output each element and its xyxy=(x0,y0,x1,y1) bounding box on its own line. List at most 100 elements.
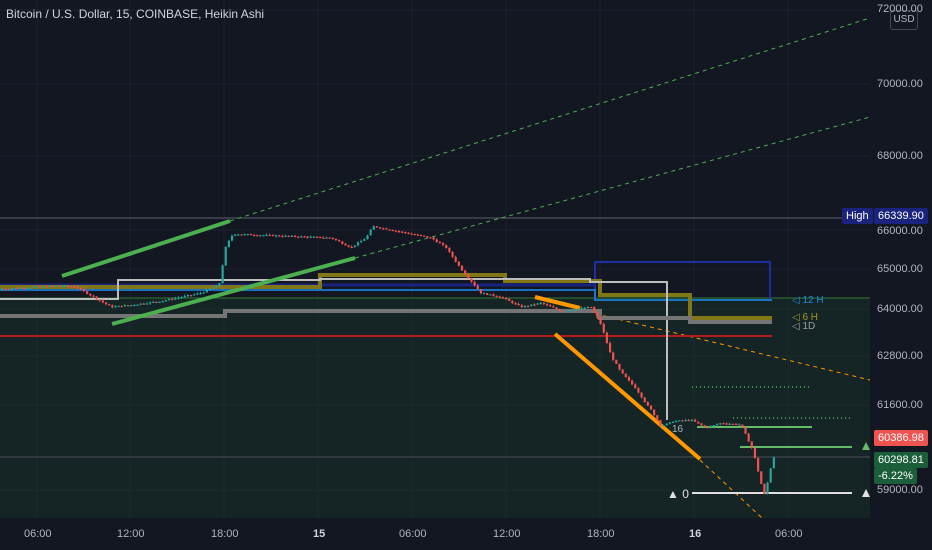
candle-body-187 xyxy=(590,306,593,309)
candle-body-157 xyxy=(495,295,498,298)
candle-body-178 xyxy=(561,310,564,313)
level-gray-light xyxy=(0,278,668,420)
candle-body-51 xyxy=(161,300,164,303)
candle-body-141 xyxy=(445,245,448,249)
candle-body-114 xyxy=(360,240,363,243)
candle-body-71 xyxy=(224,247,227,266)
x-tick-1800: 18:00 xyxy=(211,528,239,540)
candle-body-74 xyxy=(234,234,237,236)
candle-body-21 xyxy=(67,285,70,287)
candle-body-54 xyxy=(171,298,174,301)
candle-body-86 xyxy=(271,234,275,237)
candle-body-112 xyxy=(353,245,356,247)
candle-body-229 xyxy=(722,423,725,425)
candle-body-218 xyxy=(687,419,690,422)
candle-body-64 xyxy=(202,292,205,294)
candle-body-127 xyxy=(401,231,404,233)
candle-body-60 xyxy=(190,295,193,297)
support-zone xyxy=(0,298,870,518)
candle-body-177 xyxy=(558,309,561,311)
candle-body-226 xyxy=(712,425,716,427)
candle-body-193 xyxy=(608,342,612,353)
candle-body-220 xyxy=(694,419,697,422)
candle-body-124 xyxy=(391,229,394,232)
candle-body-12 xyxy=(38,286,41,288)
current-change-badge: -6.22% xyxy=(874,468,917,484)
candle-body-20 xyxy=(64,285,67,287)
green-trendline-bottom xyxy=(111,256,356,326)
y-tick-66000: 66000.00 xyxy=(877,225,923,237)
candle-body-209 xyxy=(659,420,662,426)
candle-body-95 xyxy=(300,236,303,238)
candle-body-140 xyxy=(442,243,445,246)
orange-trendline-top xyxy=(534,295,581,310)
candle-body-62 xyxy=(196,293,199,295)
candle-body-50 xyxy=(158,301,161,303)
candle-body-52 xyxy=(164,300,167,302)
high-value-badge: 66339.90 xyxy=(874,208,928,224)
candle-body-131 xyxy=(413,234,416,236)
candle-body-171 xyxy=(539,302,542,305)
candle-body-210 xyxy=(662,425,665,427)
candle-body-134 xyxy=(423,235,426,237)
candle-body-75 xyxy=(237,234,240,236)
candle-body-123 xyxy=(388,229,391,231)
candle-body-111 xyxy=(350,246,353,249)
candle-body-240 xyxy=(757,458,760,472)
candle-body-19 xyxy=(60,285,64,288)
candle-body-4 xyxy=(13,288,16,290)
candle-body-40 xyxy=(127,305,130,307)
candle-body-151 xyxy=(476,285,479,290)
candle-body-23 xyxy=(73,286,76,288)
candle-body-119 xyxy=(375,226,379,228)
candle-body-25 xyxy=(79,288,82,290)
candle-body-81 xyxy=(256,235,259,237)
candle-body-1 xyxy=(4,288,7,291)
y-tick-64000: 64000.00 xyxy=(877,303,923,315)
candle-body-121 xyxy=(382,228,385,230)
candle-body-104 xyxy=(328,237,331,239)
level-teal xyxy=(0,289,772,301)
candle-body-191 xyxy=(602,323,605,333)
candle-body-27 xyxy=(86,291,89,294)
candle-body-238 xyxy=(750,441,753,448)
candlestick-series xyxy=(1,225,775,495)
candle-body-183 xyxy=(577,308,580,310)
candle-body-2 xyxy=(7,289,10,291)
candle-body-37 xyxy=(117,305,120,308)
candle-body-235 xyxy=(741,424,744,427)
x-tick-1800b: 18:00 xyxy=(587,528,615,540)
orange-trendline-bottom xyxy=(553,332,702,461)
x-tick-day16: 16 xyxy=(689,528,702,540)
candle-body-142 xyxy=(448,248,451,252)
candle-body-146 xyxy=(460,265,464,271)
candle-body-14 xyxy=(45,286,48,288)
candle-body-233 xyxy=(734,423,738,426)
candle-body-7 xyxy=(23,287,26,290)
chart-title: Bitcoin / U.S. Dollar, 15, COINBASE, Hei… xyxy=(6,7,265,21)
candle-body-42 xyxy=(133,304,136,307)
candle-body-117 xyxy=(369,229,372,236)
tf-6h-tag: ◁ 6 H xyxy=(792,312,819,323)
candle-body-108 xyxy=(341,241,344,244)
orange-projection-lower xyxy=(699,459,763,519)
currency-button[interactable]: USD xyxy=(890,10,918,30)
candle-body-3 xyxy=(10,288,13,290)
candle-body-106 xyxy=(334,238,338,241)
candle-body-150 xyxy=(473,281,476,286)
candle-body-11 xyxy=(35,286,38,288)
candle-body-107 xyxy=(338,240,341,242)
candle-body-99 xyxy=(312,236,316,238)
candle-body-55 xyxy=(174,298,177,300)
candle-body-170 xyxy=(536,303,539,305)
candle-body-101 xyxy=(319,236,322,238)
candle-body-154 xyxy=(486,293,489,295)
candle-body-41 xyxy=(130,304,133,307)
y-tick-70000: 70000.00 xyxy=(877,78,923,90)
candle-body-87 xyxy=(275,235,278,237)
candle-body-22 xyxy=(70,286,73,288)
candle-body-49 xyxy=(155,301,158,303)
green-projection-lower xyxy=(354,116,871,259)
candle-body-109 xyxy=(344,243,347,246)
